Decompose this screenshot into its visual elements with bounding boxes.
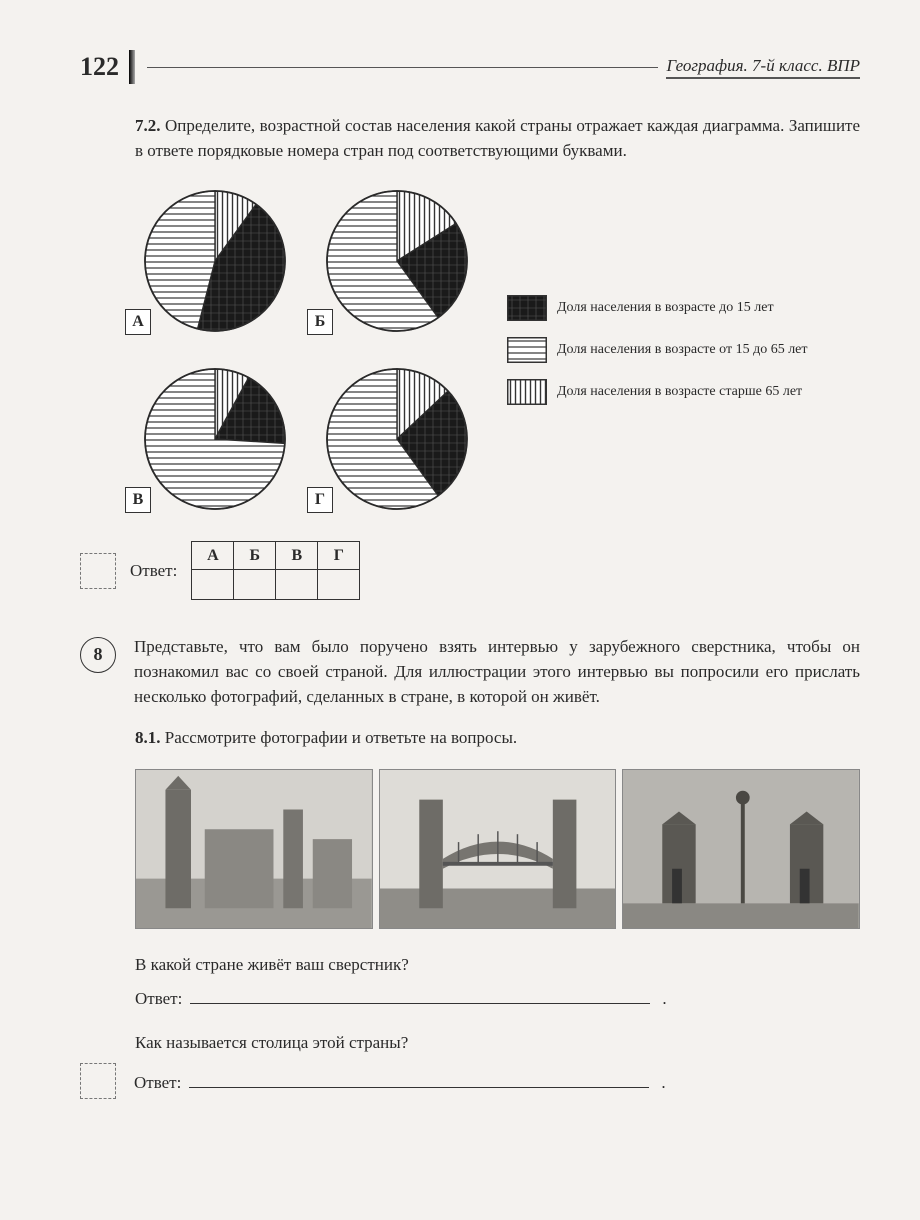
task-7-2-number: 7.2. xyxy=(135,116,161,135)
legend-row: Доля населения в возрасте от 15 до 65 ле… xyxy=(507,337,808,363)
legend-swatch-icon xyxy=(507,337,547,363)
pie-chart-А: А xyxy=(135,181,295,341)
pie-label: Б xyxy=(307,309,333,335)
answer-line-2: Ответ: . xyxy=(134,1069,860,1093)
task-8-1-number: 8.1. xyxy=(135,728,161,747)
score-box-icon xyxy=(80,553,116,589)
pie-chart-В: В xyxy=(135,359,295,519)
pie-charts-area: А Б В Г Доля населения в возрасте до 15 … xyxy=(135,181,860,519)
pie-chart-Б: Б xyxy=(317,181,477,341)
answer-label: Ответ: xyxy=(130,561,177,581)
legend-swatch-icon xyxy=(507,295,547,321)
legend-text: Доля населения в возрасте от 15 до 65 ле… xyxy=(557,341,808,359)
legend-row: Доля населения в возрасте до 15 лет xyxy=(507,295,808,321)
photo-row xyxy=(135,769,860,929)
photo-3 xyxy=(622,769,860,929)
pie-grid: А Б В Г xyxy=(135,181,477,519)
page-bar-icon xyxy=(129,50,135,84)
answer-header-cell: Б xyxy=(234,542,276,570)
legend-swatch-icon xyxy=(507,379,547,405)
pie-chart-Г: Г xyxy=(317,359,477,519)
question-2: Как называется столица этой страны? xyxy=(135,1033,860,1053)
answer-7-2-row: Ответ: АБВГ xyxy=(80,541,860,600)
answer-blank-1[interactable] xyxy=(190,985,650,1004)
page-number: 122 xyxy=(80,52,119,82)
answer-line-1: Ответ: . xyxy=(135,985,860,1009)
score-box-icon-2 xyxy=(80,1063,116,1099)
task-8-badge: 8 xyxy=(80,637,116,673)
photo-2 xyxy=(379,769,617,929)
page-header: 122 География. 7-й класс. ВПР xyxy=(80,50,860,84)
header-rule xyxy=(147,67,658,68)
photo-1 xyxy=(135,769,373,929)
legend-text: Доля населения в возрасте старше 65 лет xyxy=(557,383,802,401)
pie-label: А xyxy=(125,309,151,335)
answer-input-cell[interactable] xyxy=(276,570,318,600)
pie-label: Г xyxy=(307,487,333,513)
question-1: В какой стране живёт ваш сверстник? xyxy=(135,955,860,975)
answer-header-cell: А xyxy=(192,542,234,570)
answer-blank-2[interactable] xyxy=(189,1069,649,1088)
header-title: География. 7-й класс. ВПР xyxy=(666,56,860,79)
legend-row: Доля населения в возрасте старше 65 лет xyxy=(507,379,808,405)
task-8-row: 8 Представьте, что вам было поручено взя… xyxy=(80,635,860,709)
pie-label: В xyxy=(125,487,151,513)
task-8-text: Представьте, что вам было поручено взять… xyxy=(134,635,860,709)
answer-word-1: Ответ: xyxy=(135,989,182,1009)
legend: Доля населения в возрасте до 15 лет Доля… xyxy=(507,181,808,519)
answer-input-cell[interactable] xyxy=(192,570,234,600)
answer-header-cell: В xyxy=(276,542,318,570)
answer-header-cell: Г xyxy=(318,542,360,570)
answer-input-cell[interactable] xyxy=(318,570,360,600)
task-8-1-text: 8.1. Рассмотрите фотографии и ответьте н… xyxy=(135,726,860,751)
legend-text: Доля населения в возрасте до 15 лет xyxy=(557,299,774,317)
task-7-2-text: 7.2. Определите, возрастной состав насел… xyxy=(135,114,860,163)
answer-table: АБВГ xyxy=(191,541,360,600)
answer-input-cell[interactable] xyxy=(234,570,276,600)
answer-word-2: Ответ: xyxy=(134,1073,181,1093)
